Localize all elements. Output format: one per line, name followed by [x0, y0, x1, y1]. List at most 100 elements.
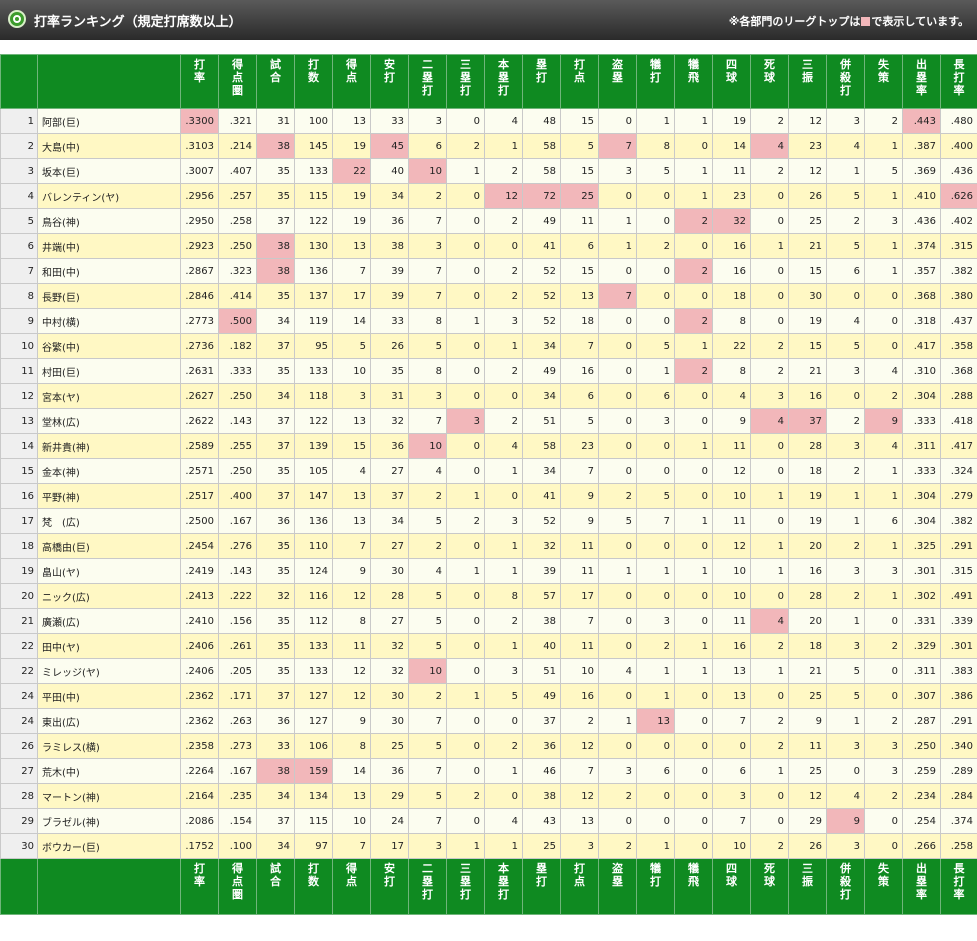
stat-cell-slg: .291 — [940, 533, 977, 559]
column-footer-ab[interactable]: 打数 — [294, 858, 333, 915]
column-header-e[interactable]: 失策 — [864, 54, 903, 109]
stat-cell-h: 39 — [370, 283, 409, 309]
stat-cell-avg: .2358 — [180, 733, 219, 759]
stat-cell-obp: .410 — [902, 183, 941, 209]
stat-cell-gdp: 6 — [826, 258, 865, 284]
stat-cell-bb: 10 — [712, 558, 751, 584]
stat-cell-sb: 0 — [598, 633, 637, 659]
stat-cell-sb: 0 — [598, 808, 637, 834]
table-row: 18 高橋由(巨) .2454.276 35 110 7 27 2 0 1 32 11 0 0 0 12 1 20… — [0, 533, 977, 559]
stat-cell-sf: 0 — [674, 783, 713, 809]
stat-cell-r: 13 — [332, 783, 371, 809]
column-footer-rbi[interactable]: 打点 — [560, 858, 599, 915]
column-header-hbp[interactable]: 死球 — [750, 54, 789, 109]
column-header-h[interactable]: 安打 — [370, 54, 409, 109]
column-header-t[interactable]: 三塁打 — [446, 54, 485, 109]
column-footer-risp[interactable]: 得点圏 — [218, 858, 257, 915]
rank-cell: 19 — [0, 558, 38, 584]
column-footer-obp[interactable]: 出塁率 — [902, 858, 941, 915]
table-row: 7 和田(中) .2867.323 38 136 7 39 7 0 2 52 15 0 0 2 16 0 15 6 1… — [0, 258, 977, 284]
column-header-sh[interactable]: 犠打 — [636, 54, 675, 109]
column-footer-sb[interactable]: 盗塁 — [598, 858, 637, 915]
stat-cell-rbi: 15 — [560, 108, 599, 134]
column-label: 安打 — [384, 862, 395, 888]
stat-cell-risp: .171 — [218, 683, 257, 709]
column-header-r[interactable]: 得点 — [332, 54, 371, 109]
column-footer-t[interactable]: 三塁打 — [446, 858, 485, 915]
column-header-so[interactable]: 三振 — [788, 54, 827, 109]
column-header-obp[interactable]: 出塁率 — [902, 54, 941, 109]
stat-cell-hbp: 0 — [750, 508, 789, 534]
stat-cell-sb: 2 — [598, 833, 637, 859]
column-header-sf[interactable]: 犠飛 — [674, 54, 713, 109]
stat-cell-ab: 119 — [294, 308, 333, 334]
column-header-rbi[interactable]: 打点 — [560, 54, 599, 109]
stat-cell-tb: 41 — [522, 233, 561, 259]
column-header-tb[interactable]: 塁打 — [522, 54, 561, 109]
stat-cell-gdp: 4 — [826, 133, 865, 159]
column-footer-tb[interactable]: 塁打 — [522, 858, 561, 915]
column-header-slg[interactable]: 長打率 — [940, 54, 977, 109]
column-footer-so[interactable]: 三振 — [788, 858, 827, 915]
column-footer-hbp[interactable]: 死球 — [750, 858, 789, 915]
stat-cell-sb: 0 — [598, 733, 637, 759]
stat-cell-e: 1 — [864, 258, 903, 284]
stat-cell-rbi: 12 — [560, 733, 599, 759]
stat-cell-risp: .250 — [218, 458, 257, 484]
stat-cell-so: 18 — [788, 458, 827, 484]
rank-cell: 16 — [0, 483, 38, 509]
column-footer-sf[interactable]: 犠飛 — [674, 858, 713, 915]
column-label: 打点 — [574, 862, 585, 888]
table-row: 24 東出(広) .2362.263 36 127 9 30 7 0 0 37 2 1 13 0 7 2 9 1 2.… — [0, 708, 977, 734]
column-header-d[interactable]: 二塁打 — [408, 54, 447, 109]
column-footer-hr[interactable]: 本塁打 — [484, 858, 523, 915]
column-footer-bb[interactable]: 四球 — [712, 858, 751, 915]
table-row: 5 鳥谷(神) .2950.258 37 122 19 36 7 0 2 49 11 1 0 2 32 0 25 2… — [0, 208, 977, 234]
stat-cell-so: 19 — [788, 483, 827, 509]
stat-cell-sh: 3 — [636, 608, 675, 634]
stat-cell-hr: 1 — [484, 558, 523, 584]
stat-cell-ab: 106 — [294, 733, 333, 759]
stat-cell-sb: 0 — [598, 333, 637, 359]
column-footer-gdp[interactable]: 併殺打 — [826, 858, 865, 915]
stat-cell-hbp: 2 — [750, 108, 789, 134]
stat-cell-r: 13 — [332, 483, 371, 509]
column-footer-e[interactable]: 失策 — [864, 858, 903, 915]
column-header-ab[interactable]: 打数 — [294, 54, 333, 109]
highlight-note: ※各部門のリーグトップは で表示しています。 — [729, 13, 969, 29]
player-name-cell: 鳥谷(神) — [37, 208, 181, 234]
stat-cell-sb: 0 — [598, 383, 637, 409]
league-top-stat-cell-h: 45 — [370, 133, 409, 159]
column-header-gdp[interactable]: 併殺打 — [826, 54, 865, 109]
stat-cell-obp: .318 — [902, 308, 941, 334]
column-header-sb[interactable]: 盗塁 — [598, 54, 637, 109]
column-header-risp[interactable]: 得点圏 — [218, 54, 257, 109]
stat-cell-bb: 9 — [712, 408, 751, 434]
column-footer-sh[interactable]: 犠打 — [636, 858, 675, 915]
column-footer-d[interactable]: 二塁打 — [408, 858, 447, 915]
table-row: 9 中村(横) .2773.500 34 119 14 33 8 1 3 52 18 0 0 2 8 0 19 4 0… — [0, 308, 977, 334]
stat-cell-avg: .2406 — [180, 633, 219, 659]
column-footer-g[interactable]: 試合 — [256, 858, 295, 915]
column-footer-r[interactable]: 得点 — [332, 858, 371, 915]
stat-cell-rbi: 7 — [560, 333, 599, 359]
stat-cell-sh: 0 — [636, 583, 675, 609]
column-footer-slg[interactable]: 長打率 — [940, 858, 977, 915]
column-header-bb[interactable]: 四球 — [712, 54, 751, 109]
stat-cell-h: 24 — [370, 808, 409, 834]
stat-cell-rbi: 16 — [560, 683, 599, 709]
column-footer-avg[interactable]: 打率 — [180, 858, 219, 915]
column-footer-h[interactable]: 安打 — [370, 858, 409, 915]
column-header-hr[interactable]: 本塁打 — [484, 54, 523, 109]
stat-cell-slg: .437 — [940, 308, 977, 334]
rank-cell: 27 — [0, 758, 38, 784]
stat-cell-g: 35 — [256, 358, 295, 384]
stat-cell-g: 37 — [256, 408, 295, 434]
column-header-g[interactable]: 試合 — [256, 54, 295, 109]
stat-cell-h: 30 — [370, 683, 409, 709]
stat-cell-bb: 14 — [712, 133, 751, 159]
stat-cell-r: 9 — [332, 708, 371, 734]
stat-cell-g: 35 — [256, 158, 295, 184]
stat-cell-t: 0 — [446, 758, 485, 784]
column-header-avg[interactable]: 打率 — [180, 54, 219, 109]
